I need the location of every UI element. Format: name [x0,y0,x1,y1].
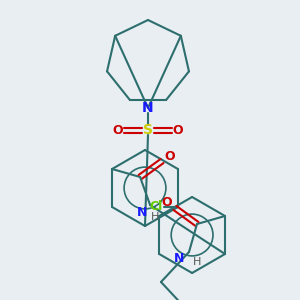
Text: N: N [142,101,154,115]
Text: O: O [162,196,172,209]
Text: N: N [174,251,184,265]
Text: S: S [143,123,153,137]
Text: Cl: Cl [149,200,163,214]
Text: H: H [193,257,201,267]
Text: N: N [137,206,147,220]
Text: O: O [113,124,123,136]
Text: H: H [151,212,159,222]
Text: O: O [173,124,183,136]
Text: O: O [165,149,176,163]
